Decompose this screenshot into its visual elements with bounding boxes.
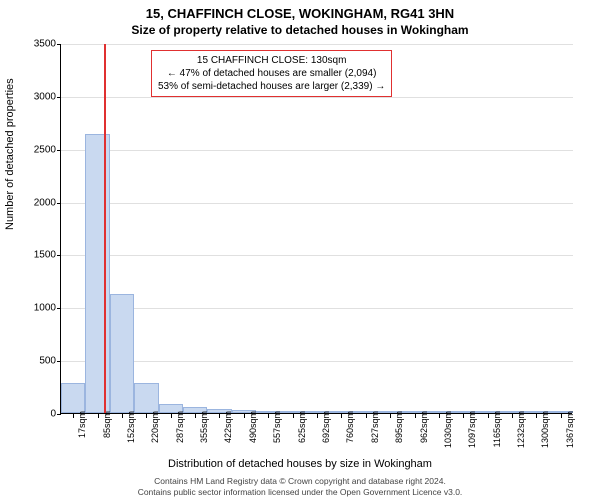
ytick-mark <box>57 255 61 256</box>
gridline <box>61 97 573 98</box>
ytick-mark <box>57 308 61 309</box>
xtick-mark <box>488 413 489 418</box>
callout-line-3: 53% of semi-detached houses are larger (… <box>158 80 385 93</box>
y-axis-label: Number of detached properties <box>4 78 16 230</box>
xtick-label: 962sqm <box>419 411 429 443</box>
xtick-mark <box>268 413 269 418</box>
xtick-label: 827sqm <box>370 411 380 443</box>
xtick-mark <box>390 413 391 418</box>
xtick-mark <box>536 413 537 418</box>
gridline <box>61 308 573 309</box>
ytick-mark <box>57 150 61 151</box>
plot-region: 15 CHAFFINCH CLOSE: 130sqm ← 47% of deta… <box>60 44 572 414</box>
xtick-label: 355sqm <box>199 411 209 443</box>
ytick-label: 1000 <box>21 303 56 314</box>
chart-container: 15, CHAFFINCH CLOSE, WOKINGHAM, RG41 3HN… <box>0 0 600 500</box>
ytick-mark <box>57 203 61 204</box>
chart-area: 15 CHAFFINCH CLOSE: 130sqm ← 47% of deta… <box>60 44 572 414</box>
xtick-mark <box>366 413 367 418</box>
xtick-mark <box>317 413 318 418</box>
xtick-label: 557sqm <box>272 411 282 443</box>
footer: Contains HM Land Registry data © Crown c… <box>0 476 600 498</box>
histogram-bar <box>85 134 109 413</box>
xtick-mark <box>561 413 562 418</box>
xtick-label: 895sqm <box>394 411 404 443</box>
xtick-label: 220sqm <box>150 411 160 443</box>
callout-line-2: ← 47% of detached houses are smaller (2,… <box>158 67 385 80</box>
ytick-label: 3500 <box>21 39 56 50</box>
xtick-label: 17sqm <box>77 411 87 438</box>
xtick-mark <box>244 413 245 418</box>
xtick-label: 1097sqm <box>467 411 477 448</box>
marker-line <box>104 44 106 413</box>
xtick-mark <box>293 413 294 418</box>
xtick-label: 287sqm <box>175 411 185 443</box>
xtick-mark <box>439 413 440 418</box>
xtick-label: 152sqm <box>126 411 136 443</box>
ytick-mark <box>57 361 61 362</box>
xtick-mark <box>463 413 464 418</box>
histogram-bar <box>110 294 134 413</box>
xtick-mark <box>219 413 220 418</box>
ytick-mark <box>57 44 61 45</box>
x-axis-label: Distribution of detached houses by size … <box>0 458 600 470</box>
xtick-mark <box>171 413 172 418</box>
xtick-mark <box>415 413 416 418</box>
footer-line-1: Contains HM Land Registry data © Crown c… <box>0 476 600 487</box>
gridline <box>61 44 573 45</box>
xtick-mark <box>73 413 74 418</box>
gridline <box>61 203 573 204</box>
histogram-bar <box>61 383 85 413</box>
xtick-label: 1367sqm <box>565 411 575 448</box>
gridline <box>61 150 573 151</box>
ytick-mark <box>57 414 61 415</box>
ytick-label: 1500 <box>21 250 56 261</box>
xtick-label: 692sqm <box>321 411 331 443</box>
gridline <box>61 361 573 362</box>
xtick-label: 422sqm <box>223 411 233 443</box>
xtick-mark <box>146 413 147 418</box>
page-title: 15, CHAFFINCH CLOSE, WOKINGHAM, RG41 3HN <box>0 0 600 21</box>
histogram-bar <box>134 383 158 413</box>
xtick-mark <box>98 413 99 418</box>
xtick-label: 1030sqm <box>443 411 453 448</box>
callout-box: 15 CHAFFINCH CLOSE: 130sqm ← 47% of deta… <box>151 50 392 97</box>
xtick-mark <box>195 413 196 418</box>
callout-line-1: 15 CHAFFINCH CLOSE: 130sqm <box>158 54 385 67</box>
ytick-label: 0 <box>21 409 56 420</box>
xtick-label: 85sqm <box>102 411 112 438</box>
ytick-label: 2000 <box>21 197 56 208</box>
xtick-label: 1165sqm <box>492 411 502 447</box>
gridline <box>61 255 573 256</box>
ytick-label: 2500 <box>21 144 56 155</box>
xtick-mark <box>512 413 513 418</box>
xtick-label: 490sqm <box>248 411 258 443</box>
xtick-mark <box>341 413 342 418</box>
xtick-label: 1232sqm <box>516 411 526 448</box>
xtick-label: 1300sqm <box>540 411 550 448</box>
xtick-label: 760sqm <box>345 411 355 443</box>
page-subtitle: Size of property relative to detached ho… <box>0 21 600 37</box>
xtick-label: 625sqm <box>297 411 307 443</box>
footer-line-2: Contains public sector information licen… <box>0 487 600 498</box>
ytick-label: 500 <box>21 356 56 367</box>
ytick-mark <box>57 97 61 98</box>
ytick-label: 3000 <box>21 91 56 102</box>
xtick-mark <box>122 413 123 418</box>
